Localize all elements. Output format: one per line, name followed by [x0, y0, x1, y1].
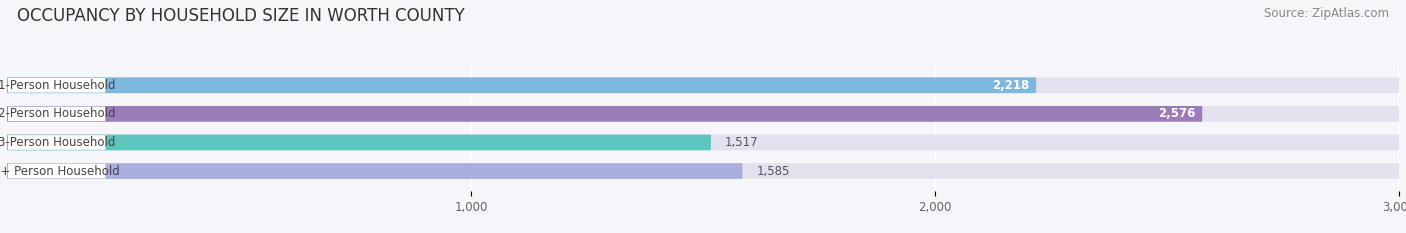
Text: OCCUPANCY BY HOUSEHOLD SIZE IN WORTH COUNTY: OCCUPANCY BY HOUSEHOLD SIZE IN WORTH COU… — [17, 7, 464, 25]
FancyBboxPatch shape — [7, 77, 1036, 93]
Text: 2,218: 2,218 — [991, 79, 1029, 92]
FancyBboxPatch shape — [7, 163, 1399, 179]
Text: 2,576: 2,576 — [1159, 107, 1195, 120]
FancyBboxPatch shape — [7, 77, 1399, 93]
FancyBboxPatch shape — [8, 106, 105, 121]
Text: 3-Person Household: 3-Person Household — [0, 136, 115, 149]
Text: 1,585: 1,585 — [756, 164, 790, 178]
FancyBboxPatch shape — [7, 163, 742, 179]
Text: 1,517: 1,517 — [725, 136, 758, 149]
Text: 2-Person Household: 2-Person Household — [0, 107, 115, 120]
FancyBboxPatch shape — [7, 135, 711, 150]
FancyBboxPatch shape — [7, 135, 1399, 150]
FancyBboxPatch shape — [8, 164, 105, 178]
FancyBboxPatch shape — [8, 135, 105, 150]
FancyBboxPatch shape — [7, 106, 1399, 122]
Text: 4+ Person Household: 4+ Person Household — [0, 164, 120, 178]
Text: 1-Person Household: 1-Person Household — [0, 79, 115, 92]
FancyBboxPatch shape — [8, 78, 105, 93]
Text: Source: ZipAtlas.com: Source: ZipAtlas.com — [1264, 7, 1389, 20]
FancyBboxPatch shape — [7, 106, 1202, 122]
